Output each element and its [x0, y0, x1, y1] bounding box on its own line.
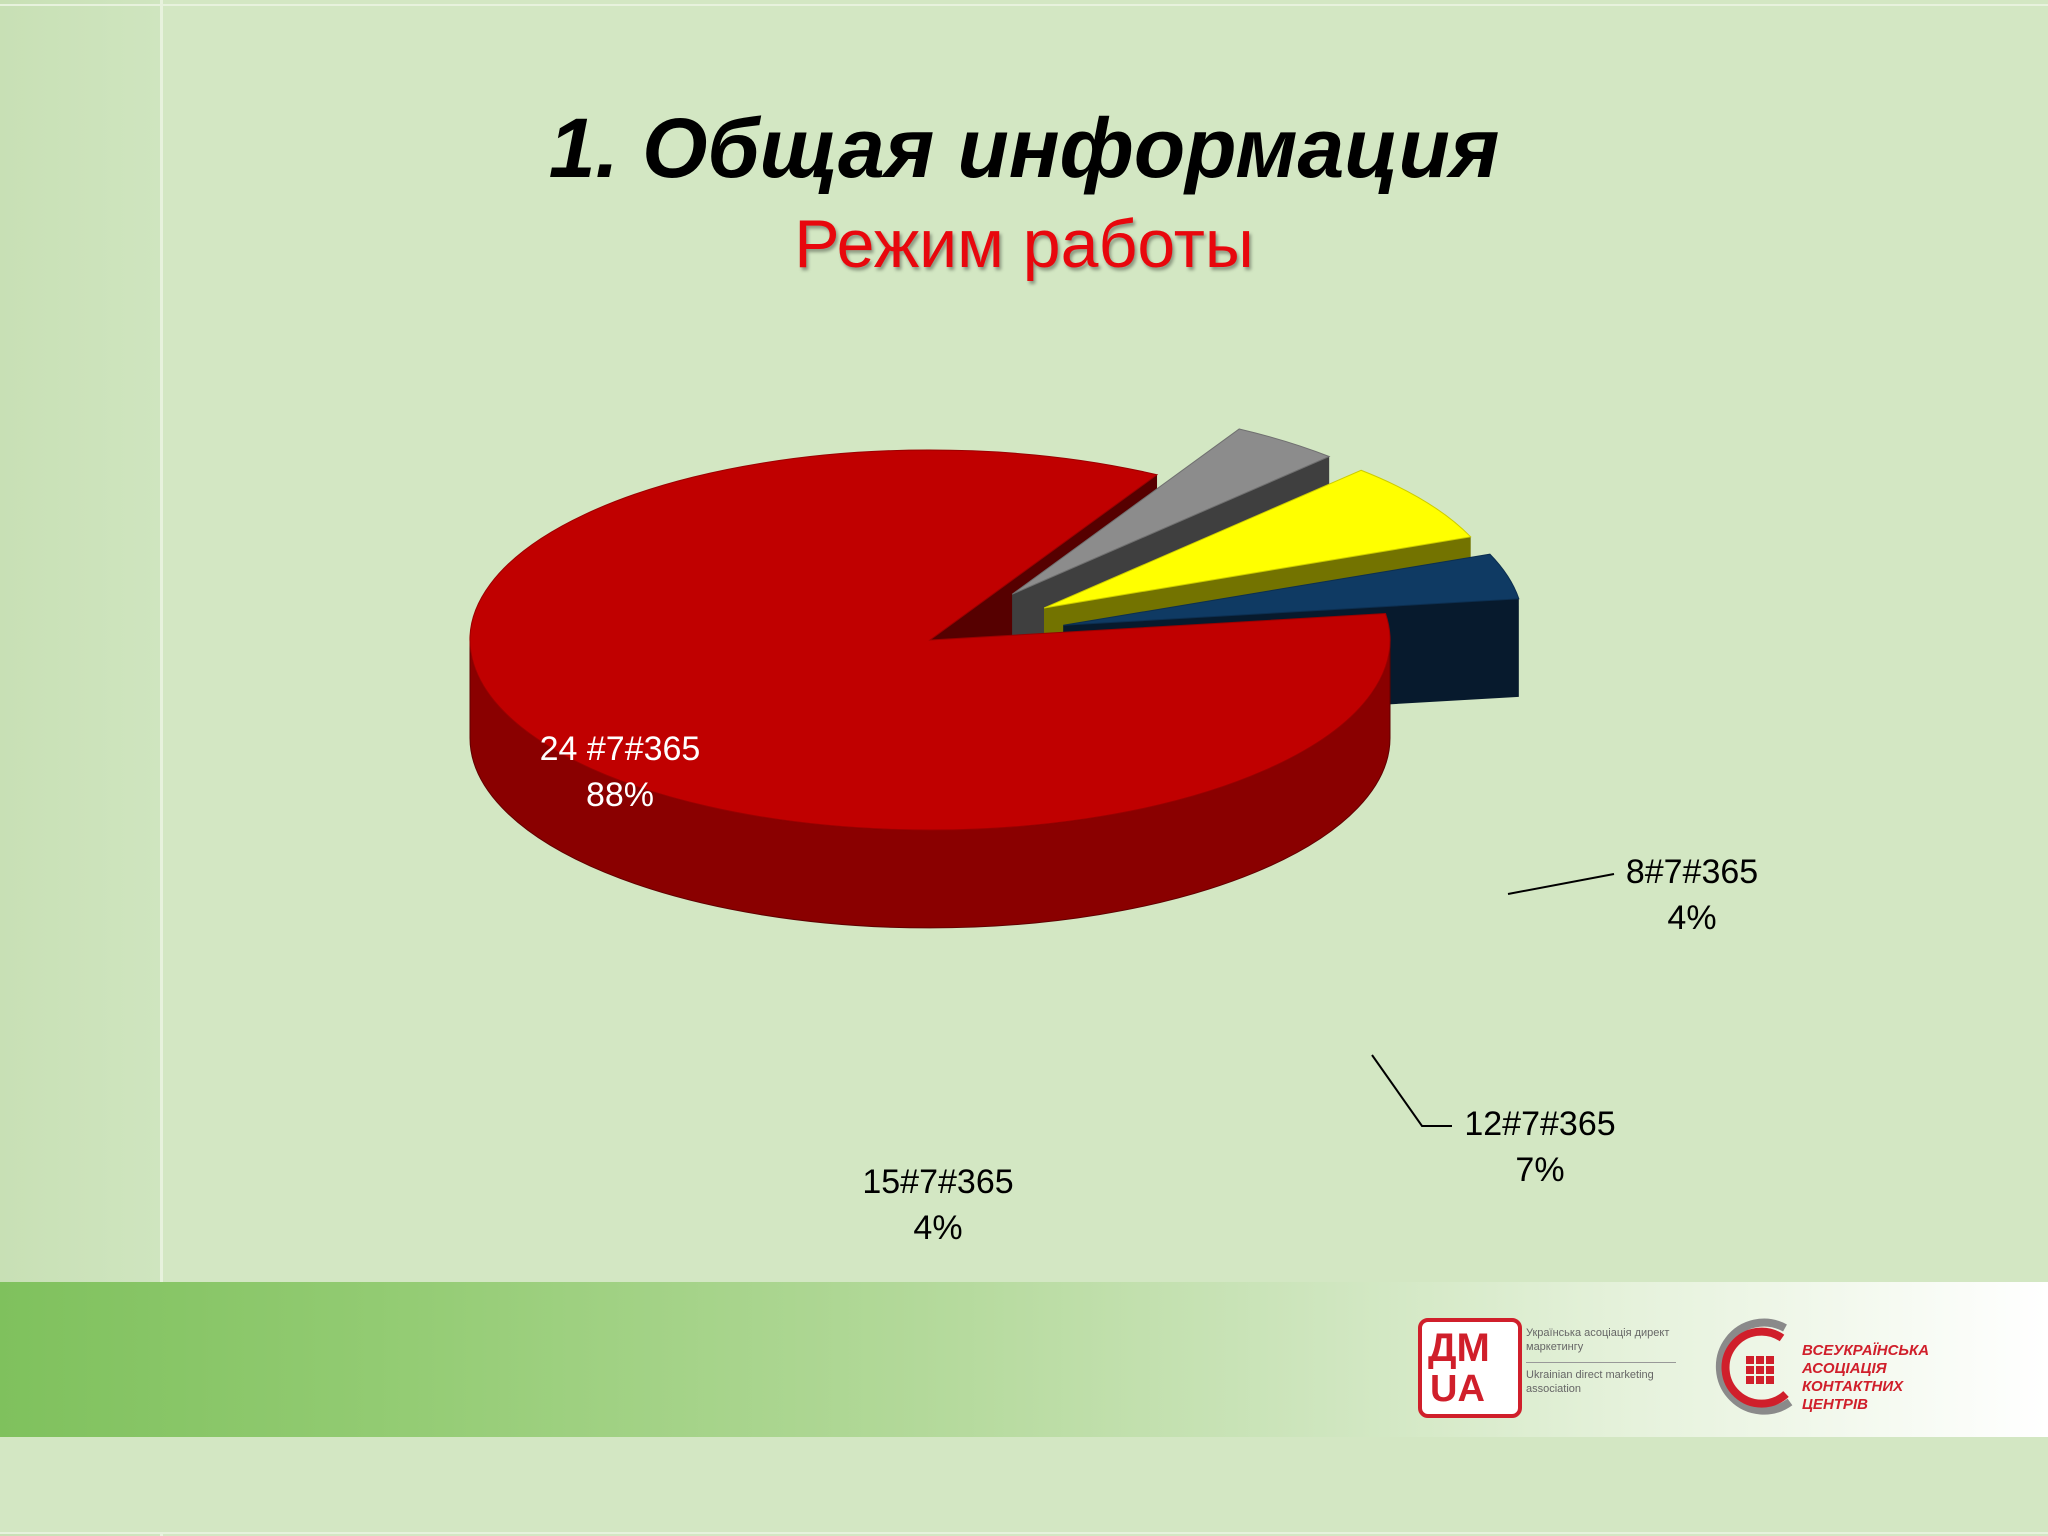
pie-slice-1 — [1011, 428, 1331, 595]
dm-ua-logo-text-en: Ukrainian direct marketing association — [1526, 1369, 1654, 1395]
contact-centers-logo: ВСЕУКРАЇНСЬКА АСОЦІАЦІЯ КОНТАКТНИХ ЦЕНТР… — [1710, 1306, 1950, 1426]
pie-tops — [469, 428, 1520, 831]
bottom-decor-line — [0, 1532, 2048, 1534]
data-label-1: 8#7#365 — [1626, 853, 1758, 891]
leader-line-1 — [1507, 873, 1615, 895]
data-label-0: 24 #7#365 — [540, 730, 701, 768]
slide-subtitle: Режим работы — [794, 206, 1254, 282]
left-decor-strip — [0, 0, 160, 1536]
contact-centers-logo-text: ВСЕУКРАЇНСЬКА АСОЦІАЦІЯ КОНТАКТНИХ ЦЕНТР… — [1802, 1342, 1930, 1413]
dm-ua-logo: ДМ UA Українська асоціація директ маркет… — [1418, 1318, 1678, 1418]
pie-slice-3 — [1063, 553, 1520, 626]
top-decor-line — [0, 4, 2048, 6]
data-label-3: 15#7#365 — [862, 1163, 1013, 1201]
data-label-percent-1: 4% — [1667, 899, 1716, 937]
pie-slice-2 — [1043, 469, 1472, 609]
dm-ua-logo-rule — [1526, 1362, 1676, 1363]
dm-ua-logo-mark: ДМ UA — [1418, 1318, 1522, 1418]
left-decor-line — [160, 0, 163, 1536]
slide-title: 1. Общая информация — [548, 101, 1500, 195]
footer-band — [0, 1282, 2048, 1437]
leader-line-2 — [1371, 1054, 1452, 1127]
dm-ua-logo-dm: ДМ — [1428, 1326, 1490, 1370]
pie-slice-0 — [469, 449, 1391, 831]
data-label-percent-2: 7% — [1515, 1151, 1564, 1189]
data-label-2: 12#7#365 — [1464, 1105, 1615, 1143]
data-label-percent-0: 88% — [586, 776, 654, 814]
data-label-percent-3: 4% — [913, 1209, 962, 1247]
dm-ua-logo-text-ua: Українська асоціація директ маркетингу — [1526, 1327, 1670, 1353]
dm-ua-logo-ua: UA — [1430, 1368, 1485, 1410]
footer-bottom — [0, 1437, 2048, 1532]
contact-centers-logo-mark — [1715, 1318, 1793, 1415]
